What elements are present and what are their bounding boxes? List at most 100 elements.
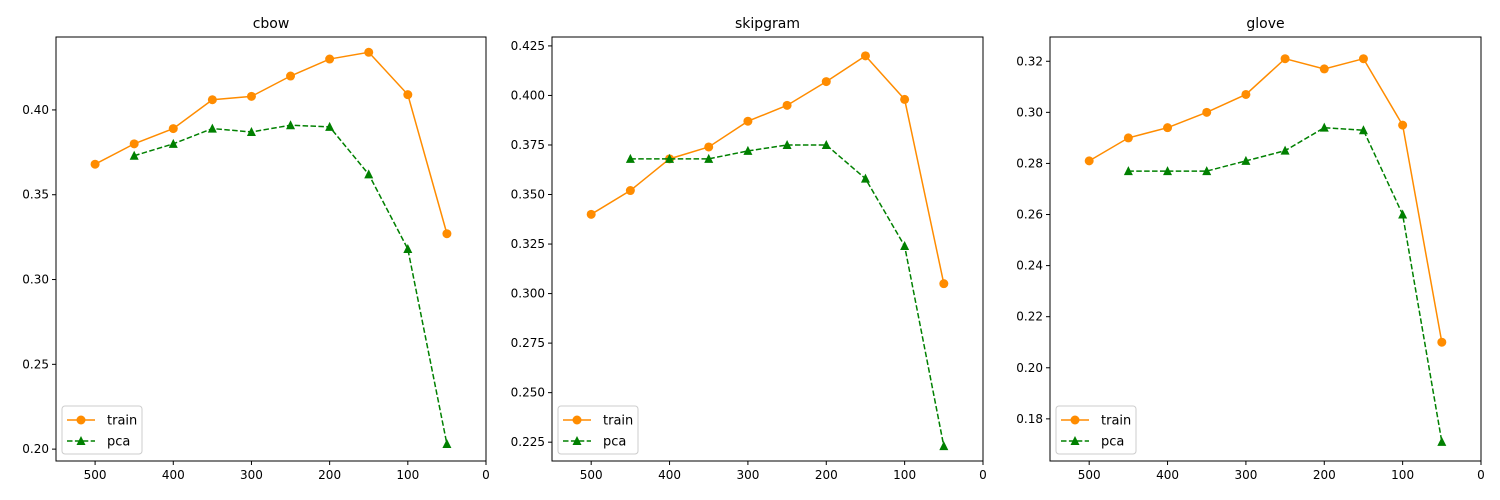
data-point-train bbox=[286, 71, 296, 81]
data-point-train bbox=[1202, 107, 1212, 117]
data-point-train bbox=[782, 100, 792, 110]
legend-label-train: train bbox=[603, 414, 633, 429]
y-tick-label: 0.40 bbox=[22, 103, 49, 117]
legend-marker-train bbox=[572, 415, 582, 425]
chart-title: glove bbox=[1246, 16, 1284, 32]
data-point-train bbox=[1123, 133, 1133, 143]
plot-area-frame bbox=[55, 36, 487, 462]
x-tick-label: 0 bbox=[979, 468, 987, 482]
y-tick-label: 0.20 bbox=[22, 442, 49, 456]
y-tick-label: 0.25 bbox=[22, 357, 49, 371]
data-point-pca bbox=[1398, 209, 1408, 219]
legend-label-pca: pca bbox=[603, 435, 626, 450]
y-tick-label: 0.30 bbox=[22, 273, 49, 287]
data-point-train bbox=[939, 279, 949, 289]
data-point-pca bbox=[939, 441, 949, 451]
data-point-train bbox=[168, 124, 178, 134]
data-point-pca bbox=[1241, 155, 1251, 165]
x-tick-label: 100 bbox=[1391, 468, 1414, 482]
y-tick-label: 0.325 bbox=[511, 237, 545, 251]
data-point-train bbox=[1084, 156, 1094, 166]
legend: train pca bbox=[1055, 405, 1137, 455]
data-point-pca bbox=[442, 439, 452, 449]
plot-area-frame bbox=[1049, 36, 1482, 462]
y-tick-label: 0.28 bbox=[1016, 156, 1043, 170]
data-point-train bbox=[207, 95, 217, 105]
x-tick-label: 500 bbox=[580, 468, 603, 482]
data-point-pca bbox=[782, 139, 792, 149]
legend-marker-pca bbox=[76, 436, 86, 445]
y-tick-label: 0.35 bbox=[22, 188, 49, 202]
data-point-train bbox=[403, 90, 413, 100]
data-point-train bbox=[1163, 123, 1173, 133]
x-tick-label: 300 bbox=[1234, 468, 1257, 482]
data-point-train bbox=[1241, 89, 1251, 99]
data-point-train bbox=[129, 139, 139, 149]
y-tick-label: 0.30 bbox=[1016, 105, 1043, 119]
data-point-pca bbox=[743, 145, 753, 155]
y-tick-label: 0.275 bbox=[511, 336, 545, 350]
x-tick-label: 400 bbox=[162, 468, 185, 482]
y-tick-label: 0.18 bbox=[1016, 412, 1043, 426]
x-tick-label: 100 bbox=[396, 468, 419, 482]
data-point-train bbox=[1398, 120, 1408, 130]
x-tick-label: 100 bbox=[893, 468, 916, 482]
legend-marker-pca bbox=[1070, 436, 1080, 445]
y-tick-label: 0.375 bbox=[511, 138, 545, 152]
data-point-pca bbox=[860, 173, 870, 183]
data-point-pca bbox=[246, 126, 256, 136]
y-tick-label: 0.26 bbox=[1016, 208, 1043, 222]
data-point-pca bbox=[1280, 145, 1290, 155]
data-point-pca bbox=[1163, 166, 1173, 176]
data-point-pca bbox=[625, 153, 635, 163]
x-tick-label: 0 bbox=[482, 468, 490, 482]
chart-glove: glove 500 400 300 200 100 0 0.18 0.20 0.22 0.24 0.2… bbox=[1016, 16, 1485, 482]
data-point-train bbox=[625, 186, 635, 196]
data-point-pca bbox=[286, 120, 296, 130]
series-line-train bbox=[590, 54, 945, 284]
y-tick-label: 0.24 bbox=[1016, 259, 1043, 273]
data-point-pca bbox=[900, 241, 910, 251]
legend-label-train: train bbox=[107, 414, 137, 429]
data-point-train bbox=[325, 54, 335, 64]
data-point-pca bbox=[665, 153, 675, 163]
data-point-train bbox=[1280, 54, 1290, 64]
data-point-pca bbox=[1358, 125, 1368, 135]
chart-skipgram: skipgram 500 400 300 200 100 0 0.225 0.250 0.275 0… bbox=[511, 16, 987, 482]
plot-area-frame bbox=[551, 36, 984, 462]
data-point-train bbox=[586, 209, 596, 219]
data-point-train bbox=[743, 116, 753, 126]
data-point-train bbox=[442, 229, 452, 239]
x-tick-label: 500 bbox=[84, 468, 107, 482]
x-tick-label: 200 bbox=[318, 468, 341, 482]
data-point-train bbox=[900, 94, 910, 104]
chart-cbow: cbow 500 400 300 200 100 0 0.20 0.25 0.30 0.35 0.40… bbox=[22, 16, 490, 482]
x-tick-label: 300 bbox=[240, 468, 263, 482]
data-point-pca bbox=[704, 153, 714, 163]
data-point-pca bbox=[325, 121, 335, 131]
legend-marker-pca bbox=[572, 436, 582, 445]
chart-title: cbow bbox=[253, 16, 290, 32]
data-point-train bbox=[1358, 54, 1368, 64]
x-tick-label: 400 bbox=[1156, 468, 1179, 482]
y-tick-label: 0.400 bbox=[511, 88, 545, 102]
x-tick-label: 300 bbox=[736, 468, 759, 482]
data-point-train bbox=[246, 91, 256, 101]
y-tick-label: 0.300 bbox=[511, 287, 545, 301]
x-tick-label: 400 bbox=[658, 468, 681, 482]
y-tick-label: 0.225 bbox=[511, 435, 545, 449]
data-point-pca bbox=[168, 138, 178, 148]
data-point-pca bbox=[1202, 166, 1212, 176]
y-tick-label: 0.425 bbox=[511, 39, 545, 53]
data-point-train bbox=[704, 142, 714, 152]
data-point-pca bbox=[207, 123, 217, 133]
legend: train pca bbox=[557, 405, 639, 455]
data-point-pca bbox=[403, 244, 413, 253]
legend: train pca bbox=[61, 405, 143, 455]
data-point-pca bbox=[821, 139, 831, 149]
y-tick-label: 0.22 bbox=[1016, 310, 1043, 324]
data-point-pca bbox=[129, 150, 139, 160]
x-tick-label: 200 bbox=[815, 468, 838, 482]
